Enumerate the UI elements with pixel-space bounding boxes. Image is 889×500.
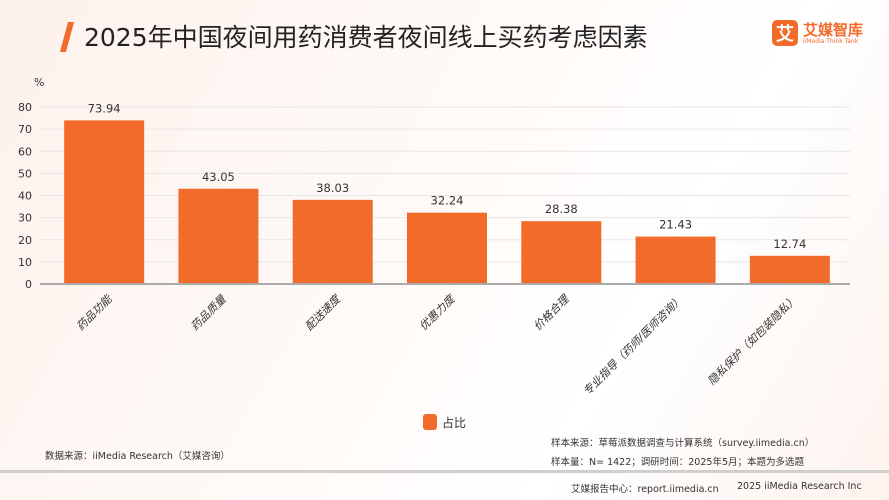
x-tick-label: 优惠力度 [417, 292, 459, 334]
footer-divider [0, 470, 889, 473]
data-label: 28.38 [545, 202, 578, 216]
data-source: 数据来源：iiMedia Research（艾媒咨询） [45, 451, 230, 462]
bar [635, 236, 716, 284]
x-tick-label: 药品质量 [188, 292, 229, 333]
bar [521, 221, 602, 284]
page-title: 2025年中国夜间用药消费者夜间线上买药考虑因素 [84, 23, 648, 52]
copyright: 2025 iiMedia Research Inc [737, 481, 862, 492]
y-tick-label: 20 [18, 234, 32, 247]
sample-source: 样本来源：草莓派数据调查与计算系统（survey.iimedia.cn） [551, 438, 815, 449]
report-center: 艾媒报告中心：report.iimedia.cn [571, 484, 719, 495]
y-tick-label: 30 [18, 212, 32, 225]
logo-mark: 艾 [772, 20, 798, 46]
x-tick-label: 专业指导（药师/医师咨询） [581, 293, 686, 398]
data-label: 38.03 [316, 181, 349, 195]
y-tick-label: 80 [18, 101, 32, 114]
data-label: 43.05 [202, 170, 235, 184]
x-tick-label: 配送速度 [303, 292, 345, 334]
data-label: 32.24 [431, 194, 464, 208]
bar [178, 188, 259, 284]
y-axis-unit: % [34, 76, 44, 89]
data-label: 12.74 [773, 237, 806, 251]
legend-swatch [423, 414, 437, 430]
data-label: 21.43 [659, 218, 692, 232]
x-tick-label: 药品功能 [74, 292, 116, 334]
sample-size: 样本量：N= 1422；调研时间：2025年5月；本题为多选题 [551, 457, 804, 468]
y-tick-label: 60 [18, 145, 32, 158]
bar [407, 212, 487, 284]
y-tick-label: 40 [18, 190, 32, 203]
legend-label: 占比 [442, 415, 466, 430]
y-tick-label: 10 [18, 256, 32, 269]
logo: 艾 艾媒智库 iiMedia Think Tank [772, 20, 863, 46]
y-tick-label: 0 [25, 278, 32, 291]
bar [749, 255, 830, 284]
x-tick-label: 隐私保护（如包装隐私） [705, 293, 800, 388]
data-label: 73.94 [88, 101, 121, 115]
y-tick-label: 50 [18, 167, 32, 180]
logo-text: 艾媒智库 [803, 20, 864, 39]
bar [292, 199, 373, 284]
bar [64, 120, 145, 285]
x-tick-label: 价格合理 [531, 292, 573, 334]
logo-subtext: iiMedia Think Tank [803, 37, 859, 45]
y-tick-label: 70 [18, 123, 32, 136]
